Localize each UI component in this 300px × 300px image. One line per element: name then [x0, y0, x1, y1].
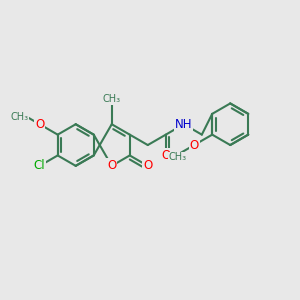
Text: O: O [190, 139, 199, 152]
Text: O: O [143, 159, 152, 172]
Text: O: O [107, 159, 116, 172]
Text: NH: NH [175, 118, 193, 131]
Text: CH₃: CH₃ [11, 112, 29, 122]
Text: CH₃: CH₃ [169, 152, 187, 162]
Text: O: O [161, 149, 170, 162]
Text: CH₃: CH₃ [103, 94, 121, 104]
Text: Cl: Cl [34, 159, 46, 172]
Text: O: O [35, 118, 44, 131]
